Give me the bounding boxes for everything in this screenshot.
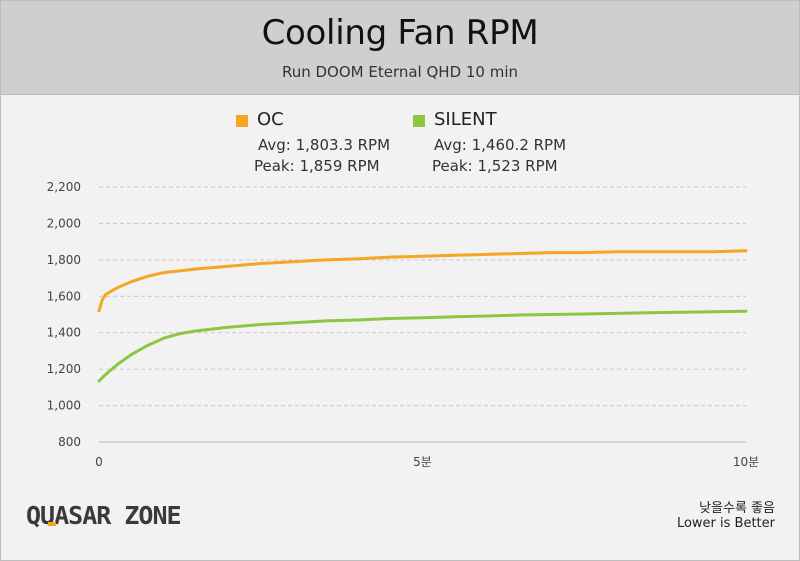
legend-silent-avg: Avg: 1,460.2 RPM <box>434 136 567 154</box>
logo-accent-mark <box>48 522 56 526</box>
series-line-oc <box>97 249 748 313</box>
y-tick-label: 2,000 <box>47 216 81 230</box>
legend-oc-peak: Peak: 1,859 RPM <box>254 157 380 175</box>
y-tick-label: 1,800 <box>47 253 81 267</box>
series-line-silent <box>97 309 748 383</box>
quasarzone-logo: QUASAR ZONE <box>26 501 182 530</box>
x-tick-label: 10분 <box>733 455 759 469</box>
footnote-english: Lower is Better <box>676 516 775 531</box>
legend-silent-swatch <box>413 115 425 127</box>
legend-silent-name: SILENT <box>434 109 497 130</box>
legend-oc-swatch <box>236 115 248 127</box>
chart-header: Cooling Fan RPM Run DOOM Eternal QHD 10 … <box>1 1 799 95</box>
legend-oc-avg: Avg: 1,803.3 RPM <box>258 136 391 154</box>
legend-oc-name: OC <box>257 109 284 130</box>
y-tick-label: 1,400 <box>47 326 81 340</box>
y-tick-label: 1,000 <box>47 399 81 413</box>
footnote-korean: 낮을수록 좋음 <box>699 501 775 516</box>
legend-silent-peak: Peak: 1,523 RPM <box>432 157 558 175</box>
y-tick-label: 1,200 <box>47 362 81 376</box>
x-tick-label: 0 <box>95 455 103 469</box>
chart-title: Cooling Fan RPM <box>261 13 539 53</box>
chart-subtitle: Run DOOM Eternal QHD 10 min <box>281 63 519 81</box>
x-tick-label: 5분 <box>413 455 432 469</box>
y-tick-label: 1,600 <box>47 289 81 303</box>
y-tick-label: 800 <box>58 435 81 449</box>
y-tick-label: 2,200 <box>47 180 81 194</box>
